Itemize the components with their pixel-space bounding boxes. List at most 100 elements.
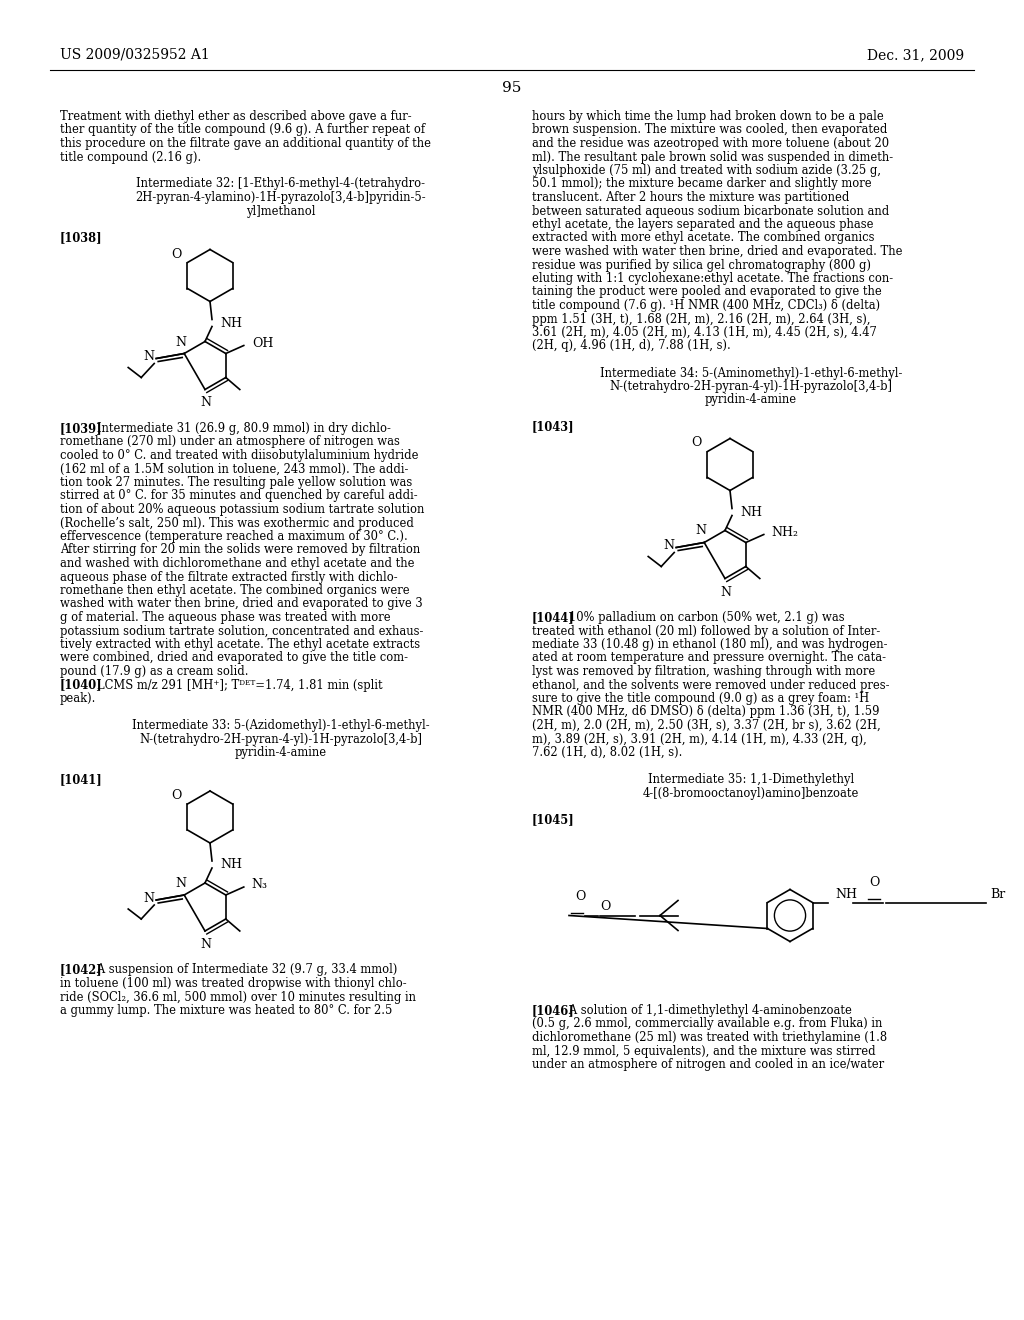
Text: Dec. 31, 2009: Dec. 31, 2009 (867, 48, 964, 62)
Text: (2H, q), 4.96 (1H, d), 7.88 (1H, s).: (2H, q), 4.96 (1H, d), 7.88 (1H, s). (532, 339, 731, 352)
Text: ated at room temperature and pressure overnight. The cata-: ated at room temperature and pressure ov… (532, 652, 886, 664)
Text: tively extracted with ethyl acetate. The ethyl acetate extracts: tively extracted with ethyl acetate. The… (60, 638, 420, 651)
Text: N: N (176, 876, 186, 890)
Text: LCMS m/z 291 [MH⁺]; Tᴰᴱᵀ=1.74, 1.81 min (split: LCMS m/z 291 [MH⁺]; Tᴰᴱᵀ=1.74, 1.81 min … (86, 678, 383, 692)
Text: [1038]: [1038] (60, 231, 102, 244)
Text: A suspension of Intermediate 32 (9.7 g, 33.4 mmol): A suspension of Intermediate 32 (9.7 g, … (86, 964, 397, 977)
Text: m), 3.89 (2H, s), 3.91 (2H, m), 4.14 (1H, m), 4.33 (2H, q),: m), 3.89 (2H, s), 3.91 (2H, m), 4.14 (1H… (532, 733, 866, 746)
Text: romethane (270 ml) under an atmosphere of nitrogen was: romethane (270 ml) under an atmosphere o… (60, 436, 400, 449)
Text: 50.1 mmol); the mixture became darker and slightly more: 50.1 mmol); the mixture became darker an… (532, 177, 871, 190)
Text: pyridin-4-amine: pyridin-4-amine (234, 746, 327, 759)
Text: tion of about 20% aqueous potassium sodium tartrate solution: tion of about 20% aqueous potassium sodi… (60, 503, 424, 516)
Text: between saturated aqueous sodium bicarbonate solution and: between saturated aqueous sodium bicarbo… (532, 205, 889, 218)
Text: 10% palladium on carbon (50% wet, 2.1 g) was: 10% palladium on carbon (50% wet, 2.1 g)… (558, 611, 845, 624)
Text: Intermediate 35: 1,1-Dimethylethyl: Intermediate 35: 1,1-Dimethylethyl (648, 774, 854, 785)
Text: hours by which time the lump had broken down to be a pale: hours by which time the lump had broken … (532, 110, 884, 123)
Text: dichloromethane (25 ml) was treated with triethylamine (1.8: dichloromethane (25 ml) was treated with… (532, 1031, 887, 1044)
Text: N: N (201, 939, 212, 950)
Text: ppm 1.51 (3H, t), 1.68 (2H, m), 2.16 (2H, m), 2.64 (3H, s),: ppm 1.51 (3H, t), 1.68 (2H, m), 2.16 (2H… (532, 313, 870, 326)
Text: ride (SOCl₂, 36.6 ml, 500 mmol) over 10 minutes resulting in: ride (SOCl₂, 36.6 ml, 500 mmol) over 10 … (60, 990, 416, 1003)
Text: N-(tetrahydro-2H-pyran-4-yl)-1H-pyrazolo[3,4-b]: N-(tetrahydro-2H-pyran-4-yl)-1H-pyrazolo… (609, 380, 893, 393)
Text: NH: NH (836, 887, 857, 900)
Text: stirred at 0° C. for 35 minutes and quenched by careful addi-: stirred at 0° C. for 35 minutes and quen… (60, 490, 418, 503)
Text: under an atmosphere of nitrogen and cooled in an ice/water: under an atmosphere of nitrogen and cool… (532, 1059, 884, 1071)
Text: aqueous phase of the filtrate extracted firstly with dichlo-: aqueous phase of the filtrate extracted … (60, 570, 397, 583)
Text: After stirring for 20 min the solids were removed by filtration: After stirring for 20 min the solids wer… (60, 544, 420, 557)
Text: OH: OH (252, 337, 273, 350)
Text: Treatment with diethyl ether as described above gave a fur-: Treatment with diethyl ether as describe… (60, 110, 412, 123)
Text: [1041]: [1041] (60, 774, 102, 785)
Text: mediate 33 (10.48 g) in ethanol (180 ml), and was hydrogen-: mediate 33 (10.48 g) in ethanol (180 ml)… (532, 638, 888, 651)
Text: taining the product were pooled and evaporated to give the: taining the product were pooled and evap… (532, 285, 882, 298)
Text: Br: Br (990, 887, 1006, 900)
Text: NMR (400 MHz, d6 DMSO) δ (delta) ppm 1.36 (3H, t), 1.59: NMR (400 MHz, d6 DMSO) δ (delta) ppm 1.3… (532, 705, 880, 718)
Text: (Rochelle’s salt, 250 ml). This was exothermic and produced: (Rochelle’s salt, 250 ml). This was exot… (60, 516, 414, 529)
Text: residue was purified by silica gel chromatography (800 g): residue was purified by silica gel chrom… (532, 259, 871, 272)
Text: 95: 95 (503, 81, 521, 95)
Text: pound (17.9 g) as a cream solid.: pound (17.9 g) as a cream solid. (60, 665, 249, 678)
Text: title compound (2.16 g).: title compound (2.16 g). (60, 150, 202, 164)
Text: 2H-pyran-4-ylamino)-1H-pyrazolo[3,4-b]pyridin-5-: 2H-pyran-4-ylamino)-1H-pyrazolo[3,4-b]py… (136, 191, 426, 205)
Text: effervescence (temperature reached a maximum of 30° C.).: effervescence (temperature reached a max… (60, 531, 408, 543)
Text: A solution of 1,1-dimethylethyl 4-aminobenzoate: A solution of 1,1-dimethylethyl 4-aminob… (558, 1005, 852, 1016)
Text: yl]methanol: yl]methanol (246, 205, 315, 218)
Text: were washed with water then brine, dried and evaporated. The: were washed with water then brine, dried… (532, 246, 902, 257)
Text: O: O (171, 248, 181, 260)
Text: [1046]: [1046] (532, 1005, 574, 1016)
Text: ml). The resultant pale brown solid was suspended in dimeth-: ml). The resultant pale brown solid was … (532, 150, 893, 164)
Text: in toluene (100 ml) was treated dropwise with thionyl chlo-: in toluene (100 ml) was treated dropwise… (60, 977, 407, 990)
Text: N-(tetrahydro-2H-pyran-4-yl)-1H-pyrazolo[3,4-b]: N-(tetrahydro-2H-pyran-4-yl)-1H-pyrazolo… (139, 733, 423, 746)
Text: were combined, dried and evaporated to give the title com-: were combined, dried and evaporated to g… (60, 652, 408, 664)
Text: lyst was removed by filtration, washing through with more: lyst was removed by filtration, washing … (532, 665, 876, 678)
Text: NH: NH (220, 317, 242, 330)
Text: cooled to 0° C. and treated with diisobutylaluminium hydride: cooled to 0° C. and treated with diisobu… (60, 449, 419, 462)
Text: (0.5 g, 2.6 mmol, commercially available e.g. from Fluka) in: (0.5 g, 2.6 mmol, commercially available… (532, 1018, 883, 1031)
Text: N: N (143, 350, 155, 363)
Text: g of material. The aqueous phase was treated with more: g of material. The aqueous phase was tre… (60, 611, 390, 624)
Text: O: O (869, 876, 880, 890)
Text: title compound (7.6 g). ¹H NMR (400 MHz, CDCl₃) δ (delta): title compound (7.6 g). ¹H NMR (400 MHz,… (532, 300, 880, 312)
Text: N₃: N₃ (252, 879, 268, 891)
Text: N: N (143, 891, 155, 904)
Text: eluting with 1:1 cyclohexane:ethyl acetate. The fractions con-: eluting with 1:1 cyclohexane:ethyl aceta… (532, 272, 893, 285)
Text: [1040]: [1040] (60, 678, 102, 692)
Text: NH₂: NH₂ (772, 525, 799, 539)
Text: ethanol, and the solvents were removed under reduced pres-: ethanol, and the solvents were removed u… (532, 678, 890, 692)
Text: ml, 12.9 mmol, 5 equivalents), and the mixture was stirred: ml, 12.9 mmol, 5 equivalents), and the m… (532, 1044, 876, 1057)
Text: O: O (574, 891, 585, 903)
Text: sure to give the title compound (9.0 g) as a grey foam: ¹H: sure to give the title compound (9.0 g) … (532, 692, 869, 705)
Text: brown suspension. The mixture was cooled, then evaporated: brown suspension. The mixture was cooled… (532, 124, 888, 136)
Text: romethane then ethyl acetate. The combined organics were: romethane then ethyl acetate. The combin… (60, 583, 410, 597)
Text: Intermediate 33: 5-(Azidomethyl)-1-ethyl-6-methyl-: Intermediate 33: 5-(Azidomethyl)-1-ethyl… (132, 719, 430, 733)
Text: N: N (176, 335, 186, 348)
Text: [1042]: [1042] (60, 964, 102, 977)
Text: Intermediate 31 (26.9 g, 80.9 mmol) in dry dichlo-: Intermediate 31 (26.9 g, 80.9 mmol) in d… (86, 422, 391, 436)
Text: 3.61 (2H, m), 4.05 (2H, m), 4.13 (1H, m), 4.45 (2H, s), 4.47: 3.61 (2H, m), 4.05 (2H, m), 4.13 (1H, m)… (532, 326, 877, 339)
Text: washed with water then brine, dried and evaporated to give 3: washed with water then brine, dried and … (60, 598, 423, 610)
Text: 4-[(8-bromooctanoyl)amino]benzoate: 4-[(8-bromooctanoyl)amino]benzoate (643, 787, 859, 800)
Text: NH: NH (740, 506, 762, 519)
Text: pyridin-4-amine: pyridin-4-amine (705, 393, 797, 407)
Text: ylsulphoxide (75 ml) and treated with sodium azide (3.25 g,: ylsulphoxide (75 ml) and treated with so… (532, 164, 881, 177)
Text: N: N (664, 539, 674, 552)
Text: US 2009/0325952 A1: US 2009/0325952 A1 (60, 48, 210, 62)
Text: N: N (201, 396, 212, 409)
Text: 7.62 (1H, d), 8.02 (1H, s).: 7.62 (1H, d), 8.02 (1H, s). (532, 746, 682, 759)
Text: (2H, m), 2.0 (2H, m), 2.50 (3H, s), 3.37 (2H, br s), 3.62 (2H,: (2H, m), 2.0 (2H, m), 2.50 (3H, s), 3.37… (532, 719, 881, 733)
Text: translucent. After 2 hours the mixture was partitioned: translucent. After 2 hours the mixture w… (532, 191, 849, 205)
Text: (162 ml of a 1.5M solution in toluene, 243 mmol). The addi-: (162 ml of a 1.5M solution in toluene, 2… (60, 462, 409, 475)
Text: Intermediate 32: [1-Ethyl-6-methyl-4-(tetrahydro-: Intermediate 32: [1-Ethyl-6-methyl-4-(te… (136, 177, 426, 190)
Text: extracted with more ethyl acetate. The combined organics: extracted with more ethyl acetate. The c… (532, 231, 874, 244)
Text: this procedure on the filtrate gave an additional quantity of the: this procedure on the filtrate gave an a… (60, 137, 431, 150)
Text: a gummy lump. The mixture was heated to 80° C. for 2.5: a gummy lump. The mixture was heated to … (60, 1005, 392, 1016)
Text: [1039]: [1039] (60, 422, 102, 436)
Text: and the residue was azeotroped with more toluene (about 20: and the residue was azeotroped with more… (532, 137, 889, 150)
Text: Intermediate 34: 5-(Aminomethyl)-1-ethyl-6-methyl-: Intermediate 34: 5-(Aminomethyl)-1-ethyl… (600, 367, 902, 380)
Text: ethyl acetate, the layers separated and the aqueous phase: ethyl acetate, the layers separated and … (532, 218, 873, 231)
Text: peak).: peak). (60, 692, 96, 705)
Text: [1045]: [1045] (532, 813, 574, 826)
Text: N: N (721, 586, 731, 598)
Text: ther quantity of the title compound (9.6 g). A further repeat of: ther quantity of the title compound (9.6… (60, 124, 425, 136)
Text: [1043]: [1043] (532, 421, 574, 433)
Text: [1044]: [1044] (532, 611, 574, 624)
